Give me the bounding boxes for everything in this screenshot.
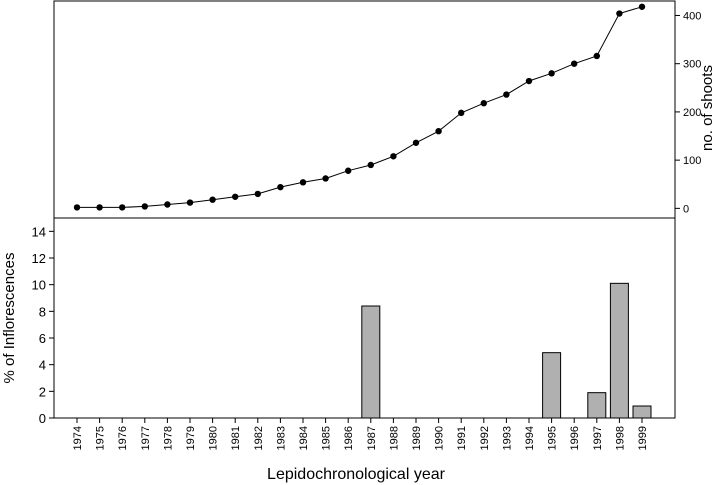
shoots-point: [119, 204, 126, 211]
shoots-point: [345, 167, 352, 174]
x-tick-label: 1993: [501, 426, 513, 450]
shoots-point: [164, 201, 171, 208]
shoots-point: [458, 109, 465, 117]
shoots-y-axis: 0 100 200 300 400: [675, 10, 701, 215]
shoots-y-axis-title: no. of shoots: [699, 65, 716, 151]
shoots-panel: 0 100 200 300 400 no. of shoots: [53, 0, 716, 219]
inflorescence-bars: [361, 282, 652, 419]
inflorescence-bar: [587, 392, 607, 419]
x-tick-label: 1979: [185, 426, 197, 450]
inflorescence-bar: [609, 282, 629, 419]
shoots-point: [96, 204, 103, 211]
shoots-point: [435, 128, 442, 135]
x-tick-label: 1994: [524, 426, 536, 450]
shoots-point: [367, 161, 374, 169]
x-tick-label: 1983: [275, 426, 287, 450]
x-tick-label: 1996: [569, 426, 581, 450]
shoots-point: [525, 77, 533, 85]
x-tick-label: 1978: [162, 426, 174, 450]
shoots-y-tick-label: 0: [683, 203, 689, 215]
inflorescence-y-tick-label: 6: [39, 331, 46, 346]
inflorescence-y-tick-label: 12: [32, 251, 46, 266]
x-tick-label: 1977: [140, 426, 152, 450]
shoots-point: [254, 190, 261, 198]
x-tick-label: 1974: [72, 426, 84, 450]
inflorescence-bar: [361, 305, 381, 419]
inflorescence-y-tick-label: 10: [32, 278, 46, 293]
shoots-point: [412, 139, 420, 146]
shoots-series-line: [77, 6, 643, 208]
shoots-point: [480, 100, 487, 107]
shoots-point: [616, 10, 623, 17]
x-tick-label: 1989: [411, 426, 423, 450]
shoots-point: [571, 60, 578, 67]
shoots-point: [186, 199, 194, 206]
inflorescence-y-tick-label: 4: [39, 358, 46, 373]
shoots-y-tick-label: 100: [683, 155, 701, 167]
shoots-points: [73, 3, 646, 211]
x-tick-label: 1981: [230, 426, 242, 450]
shoots-point: [73, 204, 81, 211]
x-tick-label: 1985: [321, 426, 333, 450]
x-axis-title: Lepidochronological year: [267, 466, 446, 483]
x-tick-label: 1999: [637, 426, 649, 450]
inflorescence-y-tick-label: 8: [39, 304, 46, 319]
inflorescence-bar: [632, 405, 652, 419]
inflorescence-panel: 0 2 4 6 8 10 12 14 % of Inflorescences 1974 1975…: [1, 217, 676, 483]
shoots-point: [322, 175, 329, 182]
x-tick-label: 1988: [388, 426, 400, 450]
shoots-point: [141, 203, 148, 210]
inflorescence-y-tick-label: 14: [32, 224, 46, 239]
inflorescence-y-tick-label: 0: [39, 411, 46, 426]
x-tick-label: 1984: [298, 426, 310, 450]
inflorescence-y-axis: 0 2 4 6 8 10 12 14: [32, 224, 54, 426]
x-tick-label: 1992: [479, 426, 491, 450]
x-tick-label: 1975: [95, 426, 107, 450]
x-tick-label: 1986: [343, 426, 355, 450]
x-tick-label: 1980: [208, 426, 220, 450]
shoots-plot-frame: [53, 0, 676, 219]
shoots-point: [232, 193, 239, 200]
shoots-point: [390, 153, 397, 160]
inflorescence-y-tick-label: 2: [39, 384, 46, 399]
shoots-point: [548, 70, 555, 77]
x-tick-label: 1997: [592, 426, 604, 450]
x-tick-label: 1991: [456, 426, 468, 450]
shoots-point: [593, 52, 600, 60]
x-tick-label: 1976: [117, 426, 129, 450]
shoots-y-tick-label: 400: [683, 10, 701, 22]
x-tick-label: 1995: [547, 426, 559, 450]
shoots-y-tick-label: 200: [683, 107, 701, 119]
x-axis: 1974 1975 1976 1977 1978 1979 1980 1981 1982 1983…: [72, 418, 649, 450]
x-tick-label: 1982: [253, 426, 265, 450]
inflorescence-bar: [542, 352, 562, 419]
inflorescence-y-axis-title: % of Inflorescences: [1, 253, 18, 384]
x-tick-label: 1987: [366, 426, 378, 450]
shoots-point: [277, 183, 284, 191]
x-tick-label: 1998: [614, 426, 626, 450]
shoots-point: [638, 3, 646, 10]
shoots-point: [299, 179, 307, 186]
shoots-y-tick-label: 300: [683, 59, 701, 71]
shoots-point: [503, 91, 510, 98]
x-tick-label: 1990: [434, 426, 446, 450]
shoots-point: [209, 196, 216, 203]
